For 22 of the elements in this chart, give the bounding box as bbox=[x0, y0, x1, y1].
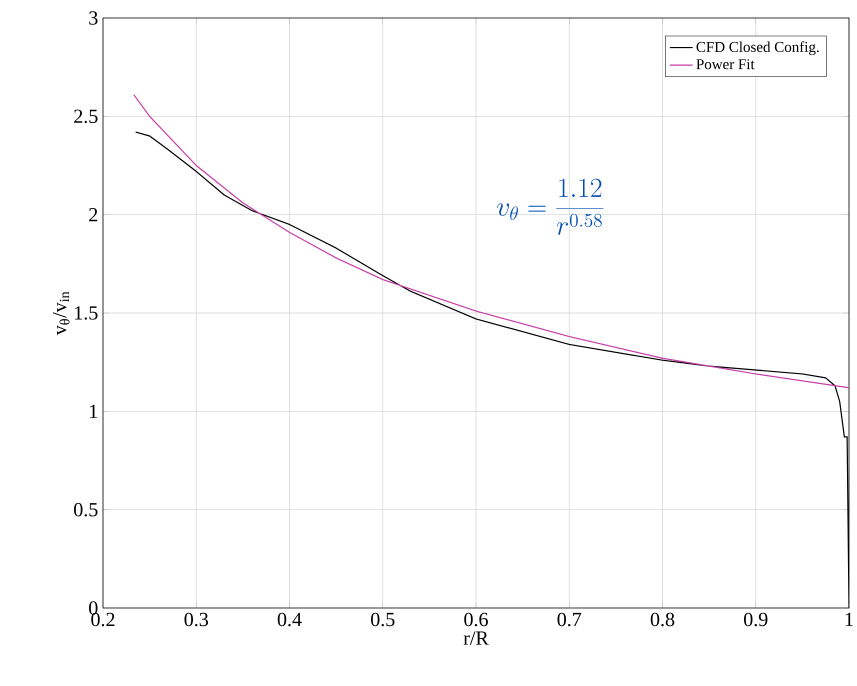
y-tick-label: 1 bbox=[90, 404, 98, 418]
x-tick-label: 0.8 bbox=[650, 612, 674, 626]
y-tick-label: 2 bbox=[89, 208, 98, 222]
y-tick-label: 3 bbox=[89, 11, 98, 25]
y-tick-label: 0 bbox=[89, 601, 98, 615]
x-tick-label: 0.6 bbox=[464, 612, 488, 626]
line-series bbox=[133, 94, 850, 388]
x-tick-label: 0.7 bbox=[558, 612, 582, 626]
x-tick-label: 0.2 bbox=[91, 612, 114, 626]
annotation: $v_\theta = \frac{1.12}{r^{0.58}}$ bbox=[497, 178, 604, 235]
x-tick-label: 0.5 bbox=[371, 612, 394, 626]
x-tick-label: 1 bbox=[846, 612, 853, 626]
x-tick-label: 0.9 bbox=[744, 612, 768, 626]
x-tick-label: 0.3 bbox=[184, 612, 208, 626]
x-tick-label: 0.4 bbox=[278, 612, 302, 626]
legend-label: CFD Closed Config. bbox=[696, 41, 819, 56]
legend-label: Power Fit bbox=[696, 59, 755, 70]
y-axis-title: v$_{θ}$/v$_{in}$ bbox=[52, 292, 70, 336]
y-tick-label: 1.5 bbox=[75, 306, 98, 320]
x-axis-title: r/R bbox=[464, 631, 489, 645]
y-tick-label: 0.5 bbox=[74, 502, 98, 516]
y-tick-label: 2.5 bbox=[74, 110, 98, 124]
